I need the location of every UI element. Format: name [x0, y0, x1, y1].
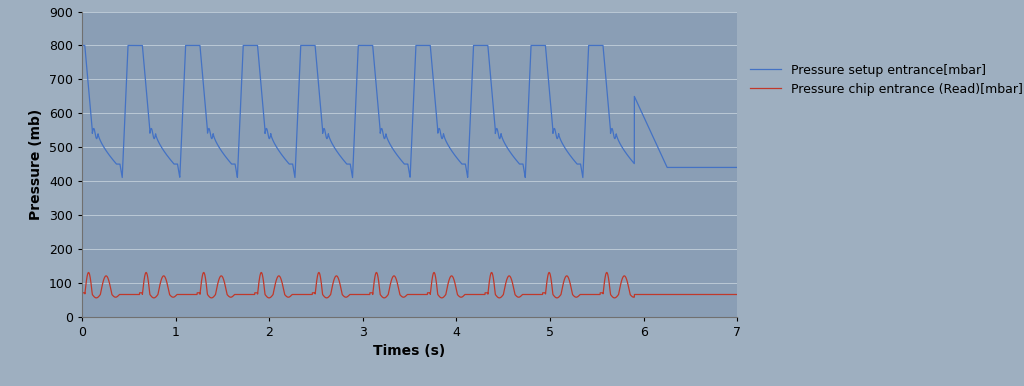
Line: Pressure chip entrance (Read)[mbar]: Pressure chip entrance (Read)[mbar] [82, 273, 737, 298]
Pressure setup entrance[mbar] [597, 43, 609, 48]
Pressure chip entrance (Read)[mbar] [313, 271, 326, 275]
Pressure chip entrance (Read)[mbar] [562, 274, 574, 279]
Pressure setup entrance[mbar] [562, 150, 574, 155]
Pressure setup entrance[mbar] [313, 89, 326, 94]
Pressure setup entrance[mbar] [346, 175, 358, 180]
Pressure chip entrance (Read)[mbar] [493, 295, 505, 300]
Pressure chip entrance (Read)[mbar] [76, 291, 88, 295]
Legend: Pressure setup entrance[mbar], Pressure chip entrance (Read)[mbar]: Pressure setup entrance[mbar], Pressure … [751, 64, 1023, 96]
Pressure chip entrance (Read)[mbar] [263, 296, 275, 300]
Pressure chip entrance (Read)[mbar] [109, 295, 121, 300]
Line: Pressure setup entrance[mbar]: Pressure setup entrance[mbar] [82, 46, 737, 178]
Pressure chip entrance (Read)[mbar] [543, 270, 555, 275]
Y-axis label: Pressure (mb): Pressure (mb) [30, 108, 43, 220]
Pressure setup entrance[mbar] [731, 165, 743, 170]
X-axis label: Times (s): Times (s) [374, 344, 445, 358]
Pressure chip entrance (Read)[mbar] [731, 292, 743, 297]
Pressure chip entrance (Read)[mbar] [464, 292, 476, 297]
Pressure setup entrance[mbar] [109, 160, 121, 164]
Pressure setup entrance[mbar] [493, 132, 505, 137]
Pressure setup entrance[mbar] [76, 43, 88, 48]
Pressure setup entrance[mbar] [464, 127, 476, 132]
Pressure chip entrance (Read)[mbar] [597, 291, 609, 295]
